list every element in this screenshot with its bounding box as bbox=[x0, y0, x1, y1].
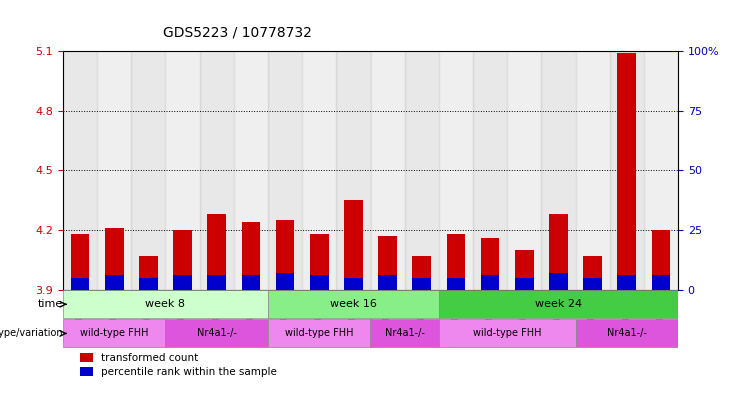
Bar bbox=[70, 234, 90, 290]
Bar bbox=[515, 250, 534, 290]
Bar bbox=[439, 290, 678, 318]
Bar bbox=[576, 51, 610, 290]
Bar bbox=[439, 320, 576, 347]
Text: wild-type FHH: wild-type FHH bbox=[285, 329, 353, 338]
Bar bbox=[268, 290, 439, 318]
Bar bbox=[302, 51, 336, 290]
Bar bbox=[473, 51, 507, 290]
Bar bbox=[370, 51, 405, 290]
Bar bbox=[344, 200, 363, 290]
Bar bbox=[447, 278, 465, 290]
Text: genotype/variation: genotype/variation bbox=[0, 329, 63, 338]
Bar bbox=[165, 320, 268, 347]
Text: Nr4a1-/-: Nr4a1-/- bbox=[385, 329, 425, 338]
Bar bbox=[370, 320, 439, 347]
Bar bbox=[199, 51, 234, 290]
Bar bbox=[542, 51, 576, 290]
Bar bbox=[63, 320, 165, 347]
Bar bbox=[63, 290, 268, 318]
Bar bbox=[234, 51, 268, 290]
Text: wild-type FHH: wild-type FHH bbox=[80, 329, 148, 338]
Bar bbox=[104, 228, 124, 290]
Bar bbox=[583, 256, 602, 290]
Bar bbox=[651, 230, 671, 290]
Bar bbox=[70, 278, 90, 290]
Bar bbox=[481, 238, 499, 290]
Bar bbox=[139, 256, 158, 290]
Bar bbox=[447, 234, 465, 290]
Bar bbox=[276, 220, 294, 290]
Bar bbox=[617, 275, 637, 290]
Bar bbox=[63, 51, 97, 290]
Bar bbox=[439, 51, 473, 290]
Bar bbox=[310, 275, 329, 290]
Bar bbox=[617, 53, 637, 290]
Bar bbox=[583, 278, 602, 290]
Bar bbox=[378, 275, 397, 290]
Bar bbox=[610, 51, 644, 290]
Bar bbox=[173, 275, 192, 290]
Bar bbox=[242, 222, 260, 290]
Text: GDS5223 / 10778732: GDS5223 / 10778732 bbox=[163, 25, 312, 39]
Bar bbox=[310, 234, 329, 290]
Text: time: time bbox=[38, 299, 63, 309]
Bar bbox=[378, 236, 397, 290]
Bar bbox=[412, 256, 431, 290]
Bar bbox=[576, 320, 678, 347]
Bar bbox=[344, 278, 363, 290]
Text: week 16: week 16 bbox=[330, 299, 377, 309]
Bar bbox=[481, 275, 499, 290]
Bar bbox=[644, 51, 678, 290]
Legend: transformed count, percentile rank within the sample: transformed count, percentile rank withi… bbox=[81, 353, 277, 377]
Bar bbox=[131, 51, 165, 290]
Bar bbox=[515, 278, 534, 290]
Bar bbox=[276, 273, 294, 290]
Bar bbox=[405, 51, 439, 290]
Bar bbox=[651, 275, 671, 290]
Bar bbox=[97, 51, 131, 290]
Bar bbox=[165, 51, 199, 290]
Bar bbox=[207, 214, 226, 290]
Text: week 8: week 8 bbox=[145, 299, 185, 309]
Bar bbox=[549, 273, 568, 290]
Bar bbox=[549, 214, 568, 290]
Bar bbox=[268, 320, 370, 347]
Text: wild-type FHH: wild-type FHH bbox=[473, 329, 542, 338]
Bar bbox=[242, 275, 260, 290]
Bar bbox=[139, 278, 158, 290]
Text: week 24: week 24 bbox=[535, 299, 582, 309]
Bar bbox=[507, 51, 542, 290]
Bar bbox=[268, 51, 302, 290]
Bar bbox=[412, 278, 431, 290]
Bar bbox=[173, 230, 192, 290]
Text: Nr4a1-/-: Nr4a1-/- bbox=[607, 329, 647, 338]
Bar bbox=[207, 275, 226, 290]
Bar bbox=[336, 51, 370, 290]
Bar bbox=[104, 275, 124, 290]
Text: Nr4a1-/-: Nr4a1-/- bbox=[197, 329, 236, 338]
